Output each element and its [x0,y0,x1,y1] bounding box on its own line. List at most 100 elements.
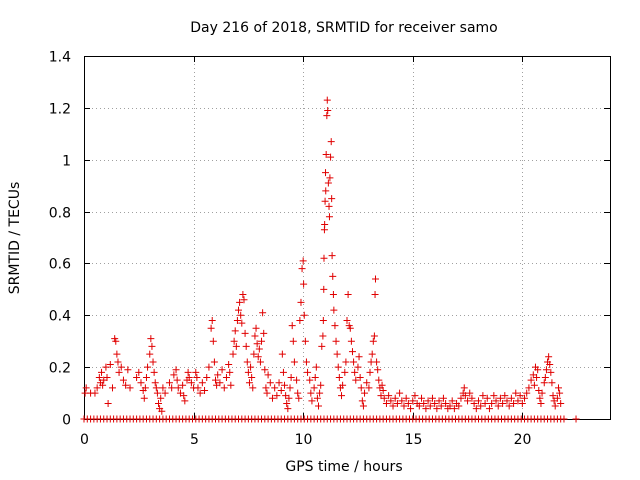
data-point [198,379,206,387]
data-point [306,376,314,384]
data-point [540,379,548,387]
data-point [151,379,159,387]
data-point [205,363,213,371]
data-point [82,384,90,392]
data-point [260,329,268,337]
data-point [393,399,401,407]
data-point [329,291,337,299]
data-point [339,381,347,389]
data-point [117,363,125,371]
data-point [124,366,132,374]
data-point [516,392,524,400]
data-point [323,112,331,120]
data-point [542,366,550,374]
y-axis-ticks: 0 0.2 0.4 0.6 0.8 1 1.2 1.4 [49,50,610,429]
data-point [235,306,243,314]
data-point [284,405,292,413]
data-point [534,366,542,374]
data-point [407,405,415,413]
data-point [261,366,269,374]
data-point [300,280,308,288]
chart-title: Day 216 of 2018, SRMTID for receiver sam… [190,20,498,36]
data-point [142,374,150,382]
data-point [243,358,251,366]
data-point [433,405,441,413]
data-point [385,392,393,400]
data-point [301,337,309,345]
data-point [311,374,319,382]
data-point [146,350,154,358]
data-point [389,402,397,410]
data-point [113,350,121,358]
data-point [268,394,276,402]
data-point [549,392,557,400]
data-point [288,322,296,330]
y-tick-label: 0 [62,413,71,429]
data-point [428,394,436,402]
data-point [227,381,235,389]
data-point [201,386,209,394]
data-point [460,384,468,392]
data-point [149,358,157,366]
data-point [255,345,263,353]
data-point [402,394,410,402]
data-point [368,350,376,358]
data-point [521,394,529,402]
data-point [137,379,145,387]
data-point [174,384,182,392]
data-point [319,332,327,340]
data-point [148,342,156,350]
data-point [334,363,342,371]
y-tick-label: 1 [62,154,71,170]
data-point [446,402,454,410]
data-point [290,358,298,366]
data-point [422,405,430,413]
data-point [230,337,238,345]
data-point [472,405,480,413]
data-point [546,361,554,369]
data-point [359,402,367,410]
data-point [455,402,463,410]
data-point [551,402,559,410]
data-point [477,402,485,410]
data-point [126,384,134,392]
data-point [325,213,333,221]
data-point [141,384,149,392]
data-point [328,195,336,203]
data-point [299,257,307,265]
data-point [374,366,382,374]
data-point [548,379,556,387]
data-point [365,384,373,392]
data-point [103,374,111,382]
data-point [194,384,202,392]
data-point [122,381,130,389]
data-point [352,376,360,384]
data-point [281,381,289,389]
data-point [192,368,200,376]
data-point [560,415,568,423]
data-point [322,151,330,159]
data-point [363,379,371,387]
data-point [115,368,123,376]
y-axis-label: SRMTID / TECUs [7,182,23,295]
data-point [322,169,330,177]
data-point [448,397,456,405]
data-point [404,399,412,407]
data-point [327,138,335,146]
data-point [375,376,383,384]
data-point [225,361,233,369]
data-point [207,324,215,332]
data-point [155,399,163,407]
data-point [112,337,120,345]
data-point [98,368,106,376]
data-point [481,399,489,407]
data-point [287,374,295,382]
data-point [514,397,522,405]
y-tick-label: 0.2 [49,361,71,377]
data-point [572,415,580,423]
data-point [371,291,379,299]
data-point [420,399,428,407]
data-point [245,379,253,387]
data-point [326,174,334,182]
